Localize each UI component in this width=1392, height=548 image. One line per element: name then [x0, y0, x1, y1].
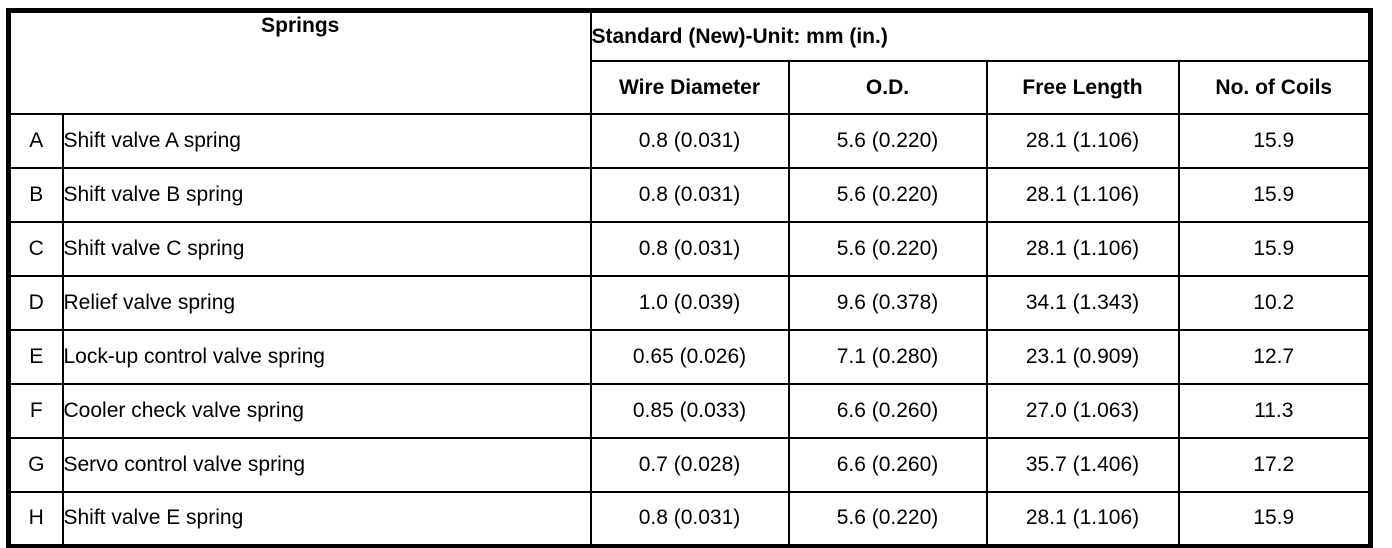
row-id-cell: D — [7, 275, 64, 331]
wire-diameter-value: 1.0 (0.039) — [589, 275, 790, 331]
row-id-cell: A — [7, 113, 64, 169]
free-length-value: 28.1 (1.106) — [985, 113, 1180, 169]
table-row-c: C Shift valve C spring 0.8 (0.031) 5.6 (… — [7, 221, 1372, 277]
spring-name-cell: Shift valve A spring — [61, 113, 592, 169]
header-row-columns: Wire Diameter O.D. Free Length No. of Co… — [9, 60, 1372, 115]
table-row-d: D Relief valve spring 1.0 (0.039) 9.6 (0… — [7, 275, 1372, 331]
wire-diameter-value: 0.8 (0.031) — [589, 491, 790, 547]
spring-name-cell: Lock-up control valve spring — [61, 329, 592, 385]
free-length-value: 35.7 (1.406) — [985, 437, 1180, 493]
od-value: 5.6 (0.220) — [787, 221, 988, 277]
free-length-value: 28.1 (1.106) — [985, 221, 1180, 277]
od-value: 5.6 (0.220) — [787, 113, 988, 169]
col-header-wire-diameter: Wire Diameter — [589, 60, 790, 115]
no-of-coils-value: 15.9 — [1177, 491, 1372, 547]
free-length-value: 28.1 (1.106) — [985, 491, 1180, 547]
row-id-cell: B — [7, 167, 64, 223]
spring-name-cell: Cooler check valve spring — [61, 383, 592, 439]
free-length-value: 34.1 (1.343) — [985, 275, 1180, 331]
table-row-b: B Shift valve B spring 0.8 (0.031) 5.6 (… — [7, 167, 1372, 223]
no-of-coils-value: 15.9 — [1177, 113, 1372, 169]
free-length-value: 23.1 (0.909) — [985, 329, 1180, 385]
spring-name-cell: Shift valve B spring — [61, 167, 592, 223]
col-header-no-of-coils: No. of Coils — [1177, 60, 1372, 115]
row-id-cell: G — [7, 437, 64, 493]
col-header-free-length: Free Length — [985, 60, 1180, 115]
springs-header: Springs — [7, 9, 592, 115]
free-length-value: 27.0 (1.063) — [985, 383, 1180, 439]
header-row-top: Springs Standard (New)-Unit: mm (in.) — [7, 9, 1372, 115]
springs-spec-table: Springs Standard (New)-Unit: mm (in.) Wi… — [6, 8, 1374, 548]
spring-name-cell: Servo control valve spring — [61, 437, 592, 493]
no-of-coils-value: 17.2 — [1177, 437, 1372, 493]
row-id-cell: H — [7, 491, 64, 547]
wire-diameter-value: 0.65 (0.026) — [589, 329, 790, 385]
od-value: 5.6 (0.220) — [787, 167, 988, 223]
wire-diameter-value: 0.8 (0.031) — [589, 167, 790, 223]
row-id-cell: C — [7, 221, 64, 277]
od-value: 6.6 (0.260) — [787, 437, 988, 493]
spring-name-cell: Relief valve spring — [61, 275, 592, 331]
od-value: 5.6 (0.220) — [787, 491, 988, 547]
od-value: 9.6 (0.378) — [787, 275, 988, 331]
no-of-coils-value: 10.2 — [1177, 275, 1372, 331]
table-row-e: E Lock-up control valve spring 0.65 (0.0… — [7, 329, 1372, 385]
spring-name-cell: Shift valve E spring — [61, 491, 592, 547]
no-of-coils-value: 11.3 — [1177, 383, 1372, 439]
table-row-a: A Shift valve A spring 0.8 (0.031) 5.6 (… — [7, 113, 1372, 169]
wire-diameter-value: 0.8 (0.031) — [589, 221, 790, 277]
od-value: 7.1 (0.280) — [787, 329, 988, 385]
table-row-f: F Cooler check valve spring 0.85 (0.033)… — [7, 383, 1372, 439]
wire-diameter-value: 0.85 (0.033) — [589, 383, 790, 439]
col-header-od: O.D. — [787, 60, 988, 115]
spring-name-cell: Shift valve C spring — [61, 221, 592, 277]
od-value: 6.6 (0.260) — [787, 383, 988, 439]
wire-diameter-value: 0.7 (0.028) — [589, 437, 790, 493]
no-of-coils-value: 12.7 — [1177, 329, 1372, 385]
no-of-coils-value: 15.9 — [1177, 221, 1372, 277]
wire-diameter-value: 0.8 (0.031) — [589, 113, 790, 169]
row-id-cell: F — [7, 383, 64, 439]
table-row-g: G Servo control valve spring 0.7 (0.028)… — [7, 437, 1372, 493]
standard-unit-header: Standard (New)-Unit: mm (in.) — [589, 9, 1372, 62]
no-of-coils-value: 15.9 — [1177, 167, 1372, 223]
free-length-value: 28.1 (1.106) — [985, 167, 1180, 223]
row-id-cell: E — [7, 329, 64, 385]
table-row-h: H Shift valve E spring 0.8 (0.031) 5.6 (… — [7, 491, 1372, 547]
